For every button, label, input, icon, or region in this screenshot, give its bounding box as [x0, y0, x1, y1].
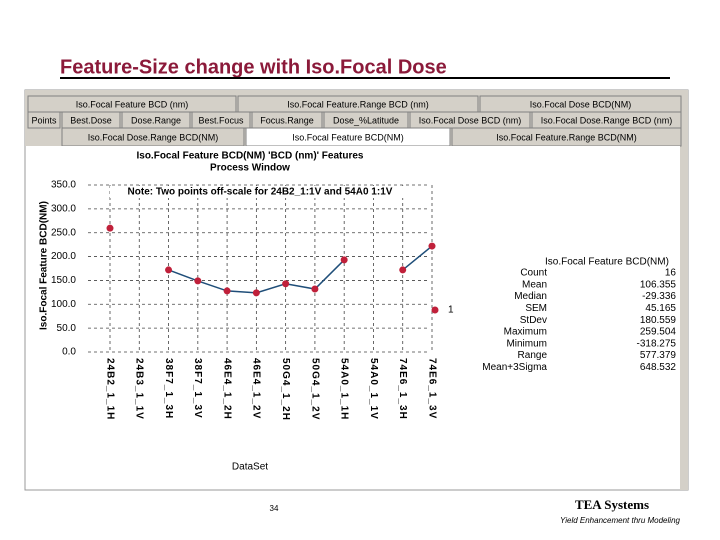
stat-name: StDev — [520, 315, 547, 326]
y-tick-label: 50.0 — [57, 323, 77, 334]
tab-label[interactable]: Iso.Focal Feature.Range BCD(NM) — [496, 132, 637, 142]
y-tick-label: 300.0 — [51, 203, 76, 214]
stat-value: 577.379 — [640, 350, 677, 361]
point — [252, 289, 260, 297]
slide-title: Feature-Size change with Iso.Focal Dose — [60, 56, 447, 78]
tab[interactable] — [27, 111, 61, 129]
y-tick-label: 350.0 — [51, 180, 76, 191]
annotation: Note: Two points off-scale for 24B2_1:1V… — [128, 187, 393, 198]
annotation-bg — [110, 186, 410, 198]
stat-value: 180.559 — [640, 315, 677, 326]
stat-name: Median — [514, 291, 547, 302]
legend-label: 1 — [448, 305, 454, 316]
x-tick-label: 50G4_1_2V — [309, 358, 320, 420]
chart-subtitle: Process Window — [210, 163, 290, 174]
stat-name: SEM — [525, 303, 547, 314]
stat-value: 648.532 — [640, 362, 677, 373]
tab-label[interactable]: Iso.Focal Dose.Range BCD (nm) — [541, 115, 673, 125]
stat-value: 106.355 — [640, 279, 677, 290]
x-tick-label: 38F7_1_3H — [163, 358, 174, 419]
tab-label[interactable]: Points — [31, 115, 57, 125]
point — [428, 242, 436, 250]
x-axis-label: DataSet — [232, 462, 268, 473]
tab-label[interactable]: Focus.Range — [260, 115, 314, 125]
tab-label[interactable]: Iso.Focal Dose BCD(NM) — [530, 99, 632, 109]
stat-name: Minimum — [506, 338, 547, 349]
y-tick-label: 100.0 — [51, 299, 76, 310]
stat-name: Count — [520, 268, 547, 279]
tab-label[interactable]: Iso.Focal Dose BCD (nm) — [419, 115, 522, 125]
y-tick-label: 150.0 — [51, 275, 76, 286]
x-tick-label: 24B3_1_1V — [134, 358, 145, 420]
y-axis-label: Iso.Focal Feature BCD(NM) — [39, 201, 50, 330]
chart-area — [36, 146, 680, 488]
x-tick-label: 38F7_1_3V — [192, 358, 203, 419]
point — [106, 224, 114, 232]
point — [340, 256, 348, 264]
y-tick-label: 250.0 — [51, 227, 76, 238]
tab-label[interactable]: Best.Focus — [198, 115, 244, 125]
point — [399, 266, 407, 274]
stats-title: Iso.Focal Feature BCD(NM) — [545, 257, 669, 268]
chart-title: Iso.Focal Feature BCD(NM) 'BCD (nm)' Fea… — [136, 151, 363, 162]
point — [282, 280, 290, 288]
page-number: 34 — [270, 504, 279, 513]
stat-value: 45.165 — [645, 303, 676, 314]
tab-label[interactable]: Dose_%Latitude — [333, 115, 399, 125]
x-tick-label: 46E4_1_2H — [221, 358, 232, 420]
tab-label[interactable]: Iso.Focal Feature BCD (nm) — [76, 99, 189, 109]
point — [311, 285, 319, 293]
stat-name: Maximum — [504, 327, 547, 338]
x-tick-label: 54A0_1_1H — [339, 358, 350, 420]
tagline: Yield Enhancement thru Modeling — [560, 516, 680, 525]
x-tick-label: 74E6_1_3V — [426, 358, 437, 419]
tab-label[interactable]: Best.Dose — [70, 115, 112, 125]
tab-label[interactable]: Dose.Range — [131, 115, 181, 125]
stat-value: 16 — [665, 268, 677, 279]
x-tick-label: 24B2_1_1H — [104, 358, 115, 420]
stat-name: Mean — [522, 279, 547, 290]
point — [194, 277, 202, 285]
y-tick-label: 200.0 — [51, 251, 76, 262]
x-tick-label: 50G4_1_2H — [280, 358, 291, 421]
x-tick-label: 46E4_1_2V — [251, 358, 262, 419]
stat-value: 259.504 — [640, 327, 677, 338]
company: TEA Systems — [575, 497, 649, 512]
stat-value: -29.336 — [642, 291, 676, 302]
tab-label[interactable]: Iso.Focal Dose.Range BCD(NM) — [88, 132, 219, 142]
point — [165, 266, 173, 274]
tab-label[interactable]: Iso.Focal Feature.Range BCD (nm) — [287, 99, 429, 109]
stat-name: Range — [518, 350, 548, 361]
stat-name: Mean+3Sigma — [482, 362, 547, 373]
y-tick-label: 0.0 — [62, 347, 76, 358]
point — [223, 287, 231, 295]
legend-marker — [431, 306, 439, 314]
x-tick-label: 54A0_1_1V — [368, 358, 379, 420]
stat-value: -318.275 — [637, 338, 677, 349]
scrollbar — [680, 90, 688, 490]
x-tick-label: 74E6_1_3H — [397, 358, 408, 420]
tab-label[interactable]: Iso.Focal Feature BCD(NM) — [292, 132, 404, 142]
